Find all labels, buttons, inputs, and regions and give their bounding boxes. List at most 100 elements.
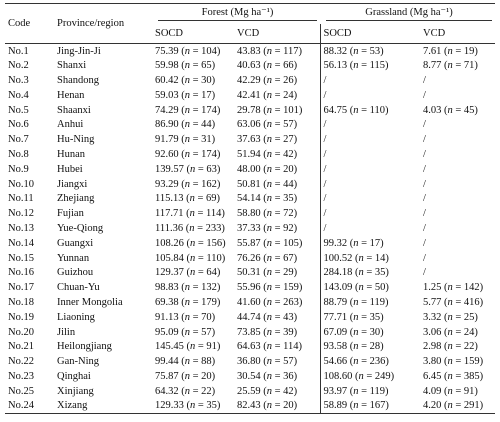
label-cell: Jing-Jin-Ji xyxy=(57,45,101,57)
value-cell: 64.63 (n = 114) xyxy=(237,341,303,353)
value-cell: 2.98 (n = 22) xyxy=(423,341,478,353)
value-cell: 54.66 (n = 236) xyxy=(319,354,420,370)
value-cell: 93.29 (n = 162) xyxy=(155,178,221,190)
group-header: Forest (Mg ha⁻¹) xyxy=(152,4,320,24)
value-cell: 64.75 (n = 110) xyxy=(319,102,420,118)
label-cell: No.17 xyxy=(8,282,34,294)
label-cell: Xinjiang xyxy=(57,385,94,397)
value-cell: / xyxy=(423,222,426,234)
table-row: No.16 Guizhou 129.37 (n = 64) 50.31 (n = 29… xyxy=(5,265,495,281)
value-cell: / xyxy=(423,267,426,279)
value-cell: 4.09 (n = 91) xyxy=(423,385,478,397)
label-cell: No.18 xyxy=(8,296,34,308)
value-cell: / xyxy=(319,147,420,162)
sub-header: VCD xyxy=(423,27,446,39)
label-cell: No.8 xyxy=(8,148,29,160)
sub-header: VCD xyxy=(237,27,260,39)
sub-header: SOCD xyxy=(155,27,184,39)
label-cell: Yunnan xyxy=(57,252,90,264)
value-cell: 105.84 (n = 110) xyxy=(155,252,226,264)
label-cell: No.15 xyxy=(8,252,34,264)
value-cell: 111.36 (n = 233) xyxy=(155,222,225,234)
label-cell: Jilin xyxy=(57,326,76,338)
label-cell: Anhui xyxy=(57,119,84,131)
value-cell: 93.97 (n = 119) xyxy=(319,383,420,399)
value-cell: 86.90 (n = 44) xyxy=(155,119,216,131)
table-body: No.1 Jing-Jin-Ji 75.39 (n = 104) 43.83 (n =… xyxy=(5,43,496,414)
value-cell: 59.98 (n = 65) xyxy=(155,60,216,72)
value-cell: 36.80 (n = 57) xyxy=(237,356,298,368)
value-cell: / xyxy=(423,148,426,160)
table-row: No.3 Shandong 60.42 (n = 30) 42.29 (n = 26)… xyxy=(5,73,495,88)
table-row: No.13 Yue-Qiong 111.36 (n = 233) 37.33 (n =… xyxy=(5,221,495,236)
table-row: No.14 Guangxi 108.26 (n = 156) 55.87 (n = 1… xyxy=(5,235,495,251)
value-cell: 129.33 (n = 35) xyxy=(155,400,221,412)
label-cell: Gan-Ning xyxy=(57,356,99,368)
table-header: Code Province/region Forest (Mg ha⁻¹) Gr… xyxy=(5,3,496,44)
label-cell: No.9 xyxy=(8,163,29,175)
table-row: No.6 Anhui 86.90 (n = 44) 63.06 (n = 57) / / xyxy=(5,117,495,133)
value-cell: 95.09 (n = 57) xyxy=(155,326,216,338)
table-row: No.4 Henan 59.03 (n = 17) 42.41 (n = 24) / / xyxy=(5,87,495,103)
value-cell: 8.77 (n = 71) xyxy=(423,60,478,72)
value-cell: 43.83 (n = 117) xyxy=(237,45,303,57)
value-cell: 42.29 (n = 26) xyxy=(237,74,298,86)
group-header: Grassland (Mg ha⁻¹) xyxy=(320,4,495,24)
label-cell: Yue-Qiong xyxy=(57,222,104,234)
label-cell: No.23 xyxy=(8,370,34,382)
value-cell: 92.60 (n = 174) xyxy=(155,148,221,160)
value-cell: 73.85 (n = 39) xyxy=(237,326,298,338)
value-cell: 3.32 (n = 25) xyxy=(423,311,478,323)
label-cell: Shandong xyxy=(57,74,99,86)
value-cell: / xyxy=(423,119,426,131)
value-cell: 3.06 (n = 24) xyxy=(423,326,478,338)
value-cell: / xyxy=(319,191,420,207)
value-cell: 30.54 (n = 36) xyxy=(237,370,298,382)
value-cell: 100.52 (n = 14) xyxy=(319,250,420,266)
label-cell: No.21 xyxy=(8,341,34,353)
label-cell: Hubei xyxy=(57,163,83,175)
label-cell: Shaanxi xyxy=(57,104,91,116)
label-cell: Fujian xyxy=(57,208,84,220)
table-row: No.24 Xizang 129.33 (n = 35) 82.43 (n = 20)… xyxy=(5,398,496,414)
label-cell: Qinghai xyxy=(57,370,91,382)
label-cell: No.19 xyxy=(8,311,34,323)
label-cell: No.20 xyxy=(8,326,34,338)
table-row: No.10 Jiangxi 93.29 (n = 162) 50.81 (n = 44… xyxy=(5,176,495,192)
value-cell: / xyxy=(423,74,426,86)
value-cell: / xyxy=(319,87,420,103)
label-cell: Liaoning xyxy=(57,311,95,323)
value-cell: 5.77 (n = 416) xyxy=(423,296,484,308)
value-cell: 139.57 (n = 63) xyxy=(155,163,221,175)
table-row: No.7 Hu-Ning 91.79 (n = 31) 37.63 (n = 27) /… xyxy=(5,132,495,148)
table-row: No.20 Jilin 95.09 (n = 57) 73.85 (n = 39) 67… xyxy=(5,324,495,340)
label-cell: No.2 xyxy=(8,60,29,72)
table-row: No.12 Fujian 117.71 (n = 114) 58.80 (n = 72… xyxy=(5,206,495,222)
value-cell: 44.74 (n = 43) xyxy=(237,311,298,323)
value-cell: / xyxy=(423,193,426,205)
value-cell: / xyxy=(423,208,426,220)
label-cell: No.12 xyxy=(8,208,34,220)
label-cell: Heilongjiang xyxy=(57,341,112,353)
label-cell: No.1 xyxy=(8,45,29,57)
table-row: No.17 Chuan-Yu 98.83 (n = 132) 55.96 (n = 1… xyxy=(5,280,495,296)
value-cell: 42.41 (n = 24) xyxy=(237,89,298,101)
value-cell: / xyxy=(423,178,426,190)
value-cell: 108.60 (n = 249) xyxy=(319,369,420,384)
value-cell: 51.94 (n = 42) xyxy=(237,148,298,160)
value-cell: 77.71 (n = 35) xyxy=(319,309,420,325)
value-cell: 88.32 (n = 53) xyxy=(319,43,420,59)
value-cell: 75.87 (n = 20) xyxy=(155,370,216,382)
value-cell: 129.37 (n = 64) xyxy=(155,267,221,279)
label-cell: No.10 xyxy=(8,178,34,190)
label-cell: No.11 xyxy=(8,193,34,205)
value-cell: 67.09 (n = 30) xyxy=(319,324,420,340)
value-cell: / xyxy=(423,89,426,101)
value-cell: / xyxy=(423,134,426,146)
value-cell: 143.09 (n = 50) xyxy=(319,280,420,296)
value-cell: / xyxy=(319,132,420,148)
value-cell: / xyxy=(319,206,420,222)
value-cell: 75.39 (n = 104) xyxy=(155,45,221,57)
value-cell: 64.32 (n = 22) xyxy=(155,385,216,397)
label-cell: Guizhou xyxy=(57,267,94,279)
